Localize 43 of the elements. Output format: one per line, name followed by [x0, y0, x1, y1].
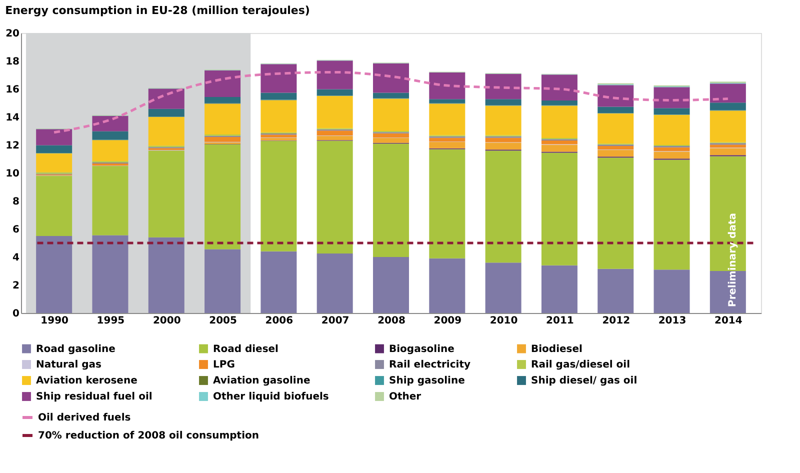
- legend-label: Aviation gasoline: [213, 376, 310, 386]
- legend-label: 70% reduction of 2008 oil consumption: [38, 430, 260, 442]
- x-tick-label: 2006: [265, 316, 294, 326]
- y-tick-label: 14: [6, 112, 20, 124]
- y-tick-label: 2: [12, 280, 20, 292]
- x-tick-label: 2010: [490, 316, 518, 326]
- x-tick-label: 2008: [378, 316, 406, 326]
- y-tick-label: 8: [12, 196, 20, 208]
- legend-label: Ship gasoline: [389, 376, 466, 386]
- chart-title: Energy consumption in EU-28 (million terajoules): [5, 4, 310, 17]
- legend-label: Ship residual fuel oil: [36, 392, 152, 402]
- y-tick-label: 16: [6, 84, 20, 96]
- y-tick-label: 4: [12, 252, 20, 264]
- x-tick-label: 2014: [714, 316, 742, 326]
- y-tick-label: 10: [6, 168, 20, 180]
- x-tick-label: 2005: [209, 316, 237, 326]
- x-tick-label: 2011: [546, 316, 574, 326]
- x-tick-label: 1990: [40, 316, 69, 326]
- x-tick-label: 2013: [658, 316, 686, 326]
- y-tick-label: 20: [6, 28, 20, 40]
- x-tick-label: 2007: [321, 316, 350, 326]
- x-tick-label: 2000: [152, 316, 181, 326]
- x-tick-label: 1995: [96, 316, 125, 326]
- legend-label: LPG: [213, 360, 235, 370]
- legend-label: Aviation kerosene: [36, 376, 138, 386]
- legend-label: Rail electricity: [389, 360, 471, 370]
- y-tick-label: 18: [6, 56, 20, 68]
- legend-label: Natural gas: [36, 360, 102, 370]
- y-tick-label: 0: [12, 308, 20, 320]
- legend-label: Other liquid biofuels: [213, 392, 329, 402]
- legend-label: Ship diesel/ gas oil: [531, 376, 638, 386]
- y-tick-label: 6: [12, 224, 20, 236]
- legend-label: Biodiesel: [531, 344, 582, 355]
- x-tick-label: 2009: [434, 316, 462, 326]
- legend-label: Biogasoline: [389, 344, 455, 355]
- legend-label: Road gasoline: [36, 344, 116, 355]
- legend-label: Road diesel: [213, 344, 278, 355]
- annotation: Preliminary data: [728, 213, 739, 307]
- legend-label: Other: [389, 392, 422, 402]
- x-tick-label: 2012: [602, 316, 630, 326]
- y-tick-label: 12: [6, 140, 20, 152]
- legend-label: Rail gas/diesel oil: [531, 360, 630, 370]
- legend-label: Oil derived fuels: [38, 412, 131, 424]
